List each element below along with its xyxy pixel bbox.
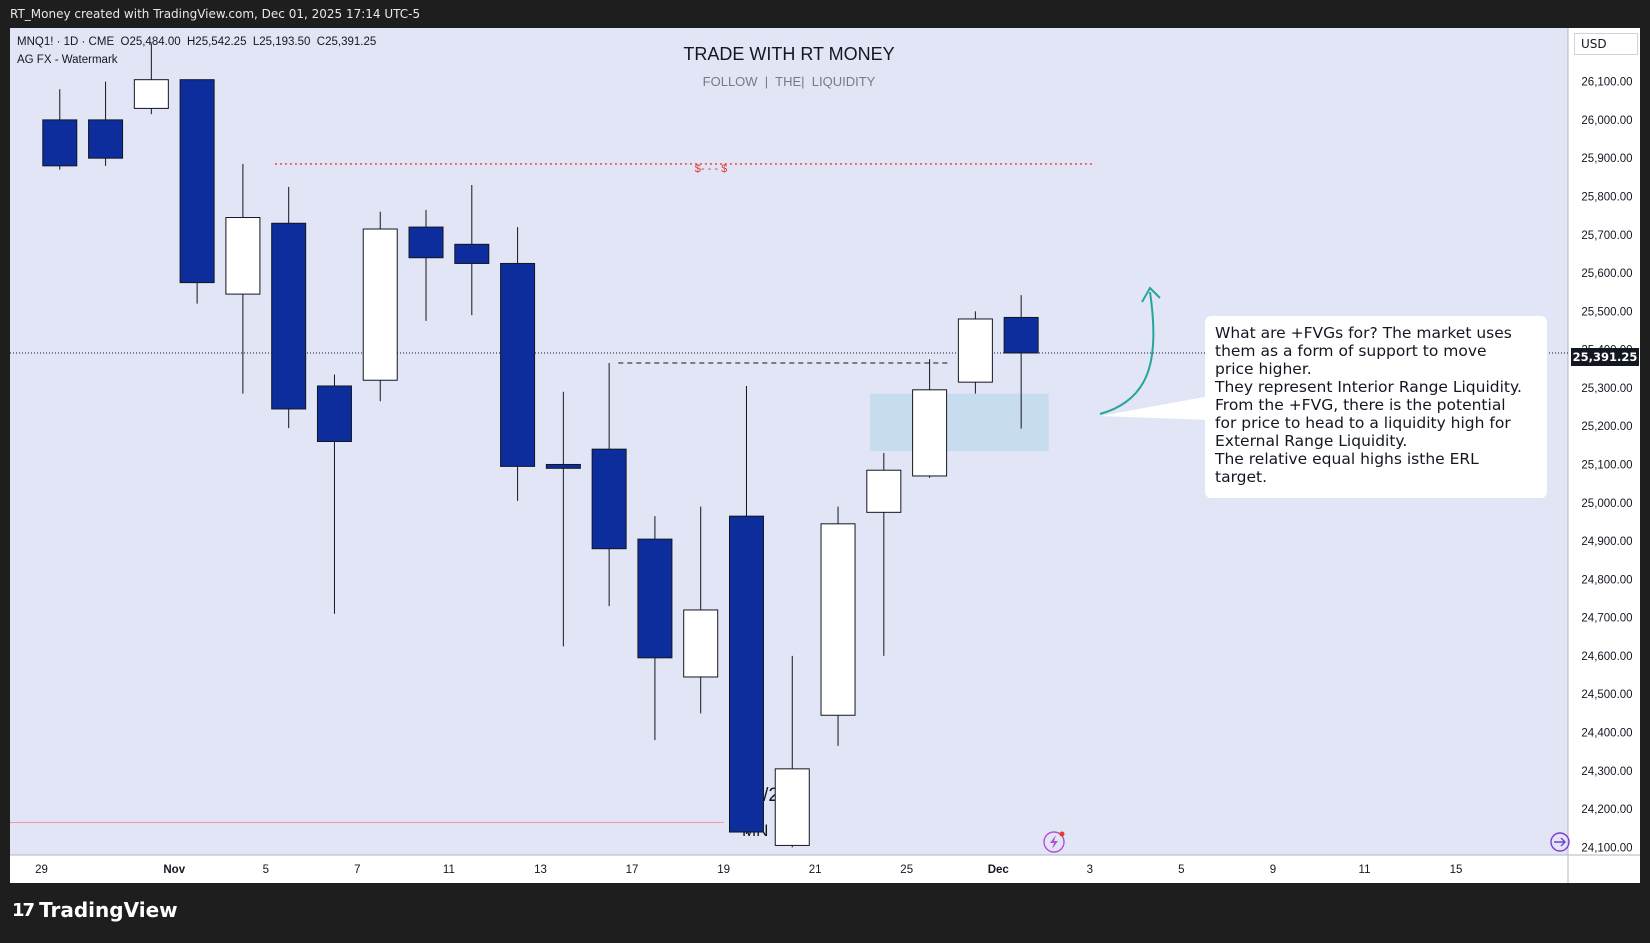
annotation-line: External Range Liquidity. xyxy=(1215,432,1408,450)
price-tick-label: 24,600.00 xyxy=(1581,651,1632,663)
annotation-line: From the +FVG, there is the potential xyxy=(1215,396,1506,414)
projection-arrow[interactable] xyxy=(1099,291,1155,415)
bearish-candle[interactable] xyxy=(1003,316,1039,354)
price-tick-label: 24,200.00 xyxy=(1581,804,1632,816)
bearish-candle[interactable] xyxy=(42,119,78,167)
callout-pointer xyxy=(1100,396,1210,420)
price-tick-label: 25,500.00 xyxy=(1581,306,1632,318)
watermark-subtitle: FOLLOW | THE| LIQUIDITY xyxy=(703,74,876,89)
bearish-candle[interactable] xyxy=(591,448,627,550)
lightning-icon[interactable] xyxy=(1043,831,1065,853)
annotation-line: What are +FVGs for? The market uses xyxy=(1215,324,1512,342)
time-tick-label: 9 xyxy=(1270,864,1276,876)
bullish-candle[interactable] xyxy=(866,469,902,513)
price-tick-label: 25,300.00 xyxy=(1581,383,1632,395)
attribution-bar: RT_Money created with TradingView.com, D… xyxy=(0,0,1650,28)
go-to-realtime-icon[interactable] xyxy=(1550,832,1570,852)
bullish-candle[interactable] xyxy=(225,217,261,295)
price-tick-label: 24,100.00 xyxy=(1581,842,1632,854)
currency-button[interactable]: USD xyxy=(1574,33,1638,55)
bullish-candle[interactable] xyxy=(774,768,810,846)
price-tick-label: 25,100.00 xyxy=(1581,459,1632,471)
attribution-text: RT_Money created with TradingView.com, D… xyxy=(10,7,421,21)
time-tick-label: 5 xyxy=(263,864,269,876)
bearish-candle[interactable] xyxy=(454,243,490,264)
time-tick-label: 17 xyxy=(626,864,639,876)
time-tick-label: 29 xyxy=(35,864,48,876)
annotation-line: for price to head to a liquidity high fo… xyxy=(1215,414,1511,432)
time-tick-label: 11 xyxy=(1359,864,1371,876)
time-tick-label: Dec xyxy=(988,864,1010,876)
bearish-candle[interactable] xyxy=(637,538,673,659)
price-tick-label: 25,800.00 xyxy=(1581,191,1632,203)
tradingview-logo[interactable]: 17 TradingView xyxy=(12,898,178,922)
liquidity-level-label: $- - - $ xyxy=(695,163,727,175)
bearish-candle[interactable] xyxy=(500,262,536,467)
time-tick-label: 3 xyxy=(1087,864,1093,876)
annotation-line: target. xyxy=(1215,468,1268,486)
annotation-line: The relative equal highs isthe ERL xyxy=(1215,450,1479,468)
annotation-line: price higher. xyxy=(1215,360,1312,378)
time-tick-label: 5 xyxy=(1178,864,1184,876)
bullish-candle[interactable] xyxy=(912,389,948,477)
bullish-candle[interactable] xyxy=(683,609,719,678)
symbol-ohlc-legend[interactable]: MNQ1! · 1D · CME O25,484.00 H25,542.25 L… xyxy=(17,36,376,48)
bullish-candle[interactable] xyxy=(362,228,398,381)
price-tick-label: 24,300.00 xyxy=(1581,766,1632,778)
bearish-candle[interactable] xyxy=(728,515,764,833)
bearish-candle[interactable] xyxy=(179,79,215,284)
price-tick-label: 26,000.00 xyxy=(1581,115,1632,127)
bearish-candle[interactable] xyxy=(88,119,124,159)
price-tick-label: 24,700.00 xyxy=(1581,613,1632,625)
time-tick-label: 25 xyxy=(900,864,913,876)
projection-arrowhead xyxy=(1141,286,1161,303)
time-scale-background xyxy=(10,855,1568,883)
bearish-candle[interactable] xyxy=(271,222,307,410)
last-price-label: 25,391.25 xyxy=(1571,348,1639,366)
bullish-candle[interactable] xyxy=(957,318,993,383)
price-tick-label: 26,100.00 xyxy=(1581,77,1632,89)
bullish-candle[interactable] xyxy=(133,79,169,109)
price-tick-label: 25,000.00 xyxy=(1581,498,1632,510)
time-tick-label: 15 xyxy=(1450,864,1463,876)
time-tick-label: 13 xyxy=(534,864,547,876)
bearish-candle[interactable] xyxy=(316,385,352,442)
annotation-line: They represent Interior Range Liquidity. xyxy=(1215,378,1522,396)
price-tick-label: 24,900.00 xyxy=(1581,536,1632,548)
price-tick-label: 25,200.00 xyxy=(1581,421,1632,433)
bearish-candle[interactable] xyxy=(408,226,444,259)
annotation-line: them as a form of support to move xyxy=(1215,342,1487,360)
fvg-annotation-callout[interactable]: What are +FVGs for? The market uses them … xyxy=(1205,316,1547,498)
footer-bar xyxy=(0,883,1650,943)
tradingview-mark-icon: 17 xyxy=(12,899,35,921)
time-tick-label: 19 xyxy=(717,864,730,876)
price-tick-label: 25,900.00 xyxy=(1581,153,1632,165)
price-scale-background xyxy=(1568,28,1640,883)
time-tick-label: 7 xyxy=(354,864,360,876)
bearish-candle[interactable] xyxy=(545,463,581,469)
price-tick-label: 24,400.00 xyxy=(1581,727,1632,739)
fvg-zone[interactable] xyxy=(870,393,1049,452)
price-tick-label: 25,700.00 xyxy=(1581,230,1632,242)
watermark-title: TRADE WITH RT MONEY xyxy=(683,44,894,64)
time-tick-label: 11 xyxy=(443,864,455,876)
price-tick-label: 24,500.00 xyxy=(1581,689,1632,701)
price-tick-label: 24,800.00 xyxy=(1581,574,1632,586)
time-tick-label: 21 xyxy=(809,864,822,876)
tradingview-brand: TradingView xyxy=(39,898,178,922)
bullish-candle[interactable] xyxy=(820,523,856,716)
price-tick-label: 25,600.00 xyxy=(1581,268,1632,280)
indicator-legend[interactable]: AG FX - Watermark xyxy=(17,54,118,66)
time-tick-label: Nov xyxy=(163,864,185,876)
